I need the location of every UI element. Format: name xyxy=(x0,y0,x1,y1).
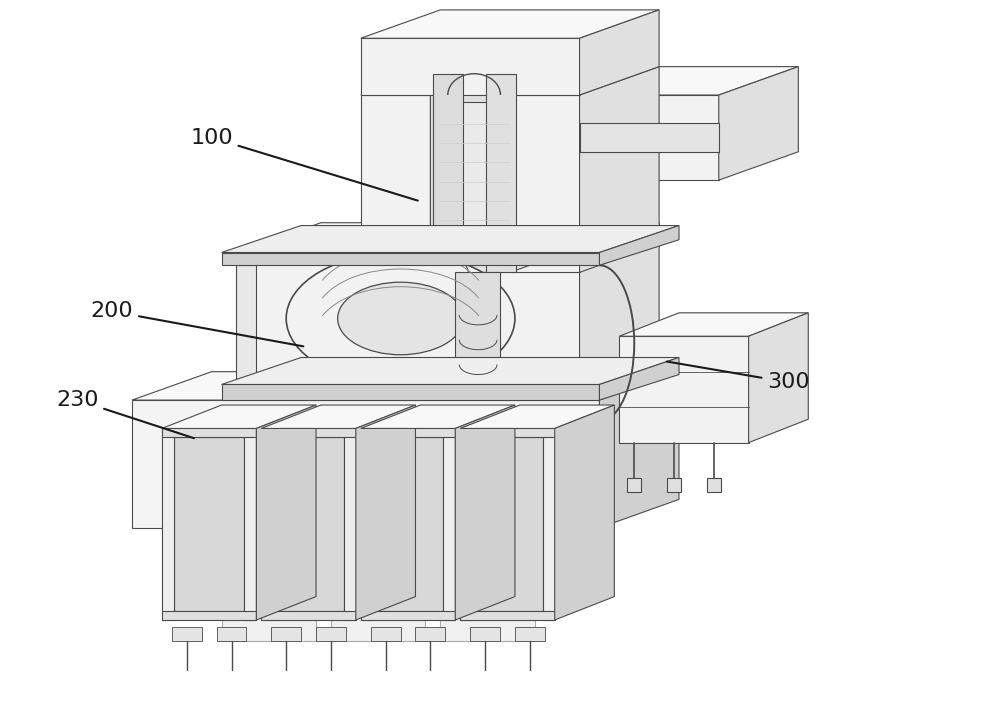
Polygon shape xyxy=(273,437,344,611)
Ellipse shape xyxy=(338,282,463,355)
Polygon shape xyxy=(430,244,590,272)
Polygon shape xyxy=(580,222,659,393)
Polygon shape xyxy=(599,358,679,400)
Polygon shape xyxy=(361,405,515,428)
Polygon shape xyxy=(543,428,555,620)
Polygon shape xyxy=(667,478,681,493)
Polygon shape xyxy=(455,272,500,372)
Polygon shape xyxy=(222,252,599,265)
Polygon shape xyxy=(619,336,749,443)
Polygon shape xyxy=(361,66,510,95)
Polygon shape xyxy=(172,627,202,641)
Polygon shape xyxy=(162,405,316,428)
Polygon shape xyxy=(132,372,679,400)
Text: 200: 200 xyxy=(91,302,303,346)
Polygon shape xyxy=(460,611,555,620)
Ellipse shape xyxy=(286,252,515,385)
Polygon shape xyxy=(415,627,445,641)
Polygon shape xyxy=(222,385,599,400)
Polygon shape xyxy=(222,358,679,385)
Polygon shape xyxy=(440,428,590,450)
Polygon shape xyxy=(261,405,415,428)
Polygon shape xyxy=(162,428,256,437)
Polygon shape xyxy=(261,611,356,620)
Polygon shape xyxy=(472,437,543,611)
Polygon shape xyxy=(244,428,256,620)
Polygon shape xyxy=(132,400,599,528)
Polygon shape xyxy=(162,428,174,620)
Polygon shape xyxy=(361,38,580,95)
Polygon shape xyxy=(430,95,510,251)
Polygon shape xyxy=(256,405,316,620)
Polygon shape xyxy=(455,405,515,620)
Polygon shape xyxy=(619,312,808,336)
Polygon shape xyxy=(515,627,545,641)
Polygon shape xyxy=(440,102,510,265)
Polygon shape xyxy=(217,627,246,641)
Polygon shape xyxy=(440,450,535,641)
Polygon shape xyxy=(486,74,516,272)
Polygon shape xyxy=(430,66,510,272)
Polygon shape xyxy=(344,428,356,620)
Polygon shape xyxy=(331,428,480,450)
Polygon shape xyxy=(749,312,808,443)
Polygon shape xyxy=(470,627,500,641)
Polygon shape xyxy=(361,10,659,38)
Polygon shape xyxy=(580,10,659,95)
Polygon shape xyxy=(222,428,371,450)
Polygon shape xyxy=(316,627,346,641)
Polygon shape xyxy=(261,428,356,437)
Polygon shape xyxy=(222,450,316,641)
Polygon shape xyxy=(707,478,721,493)
Polygon shape xyxy=(510,95,580,272)
Polygon shape xyxy=(433,74,463,272)
Polygon shape xyxy=(510,66,659,95)
Polygon shape xyxy=(580,95,719,180)
Polygon shape xyxy=(371,627,401,641)
Polygon shape xyxy=(373,437,443,611)
Polygon shape xyxy=(599,225,679,265)
Text: 300: 300 xyxy=(667,362,810,393)
Text: 230: 230 xyxy=(56,390,194,438)
Polygon shape xyxy=(460,405,614,428)
Polygon shape xyxy=(356,405,415,620)
Polygon shape xyxy=(555,405,614,620)
Polygon shape xyxy=(361,95,430,272)
Polygon shape xyxy=(162,611,256,620)
Polygon shape xyxy=(241,251,580,393)
Polygon shape xyxy=(361,428,373,620)
Text: 100: 100 xyxy=(190,127,418,201)
Polygon shape xyxy=(174,437,244,611)
Polygon shape xyxy=(719,66,798,180)
Polygon shape xyxy=(580,66,798,95)
Polygon shape xyxy=(222,225,679,252)
Polygon shape xyxy=(460,428,555,437)
Polygon shape xyxy=(599,372,679,528)
Polygon shape xyxy=(627,478,641,493)
Polygon shape xyxy=(236,265,256,384)
Polygon shape xyxy=(271,627,301,641)
Polygon shape xyxy=(241,222,659,251)
Polygon shape xyxy=(361,611,455,620)
Polygon shape xyxy=(460,428,472,620)
Polygon shape xyxy=(443,428,455,620)
Polygon shape xyxy=(361,428,455,437)
Polygon shape xyxy=(580,124,719,152)
Polygon shape xyxy=(331,450,425,641)
Polygon shape xyxy=(261,428,273,620)
Polygon shape xyxy=(580,66,659,272)
